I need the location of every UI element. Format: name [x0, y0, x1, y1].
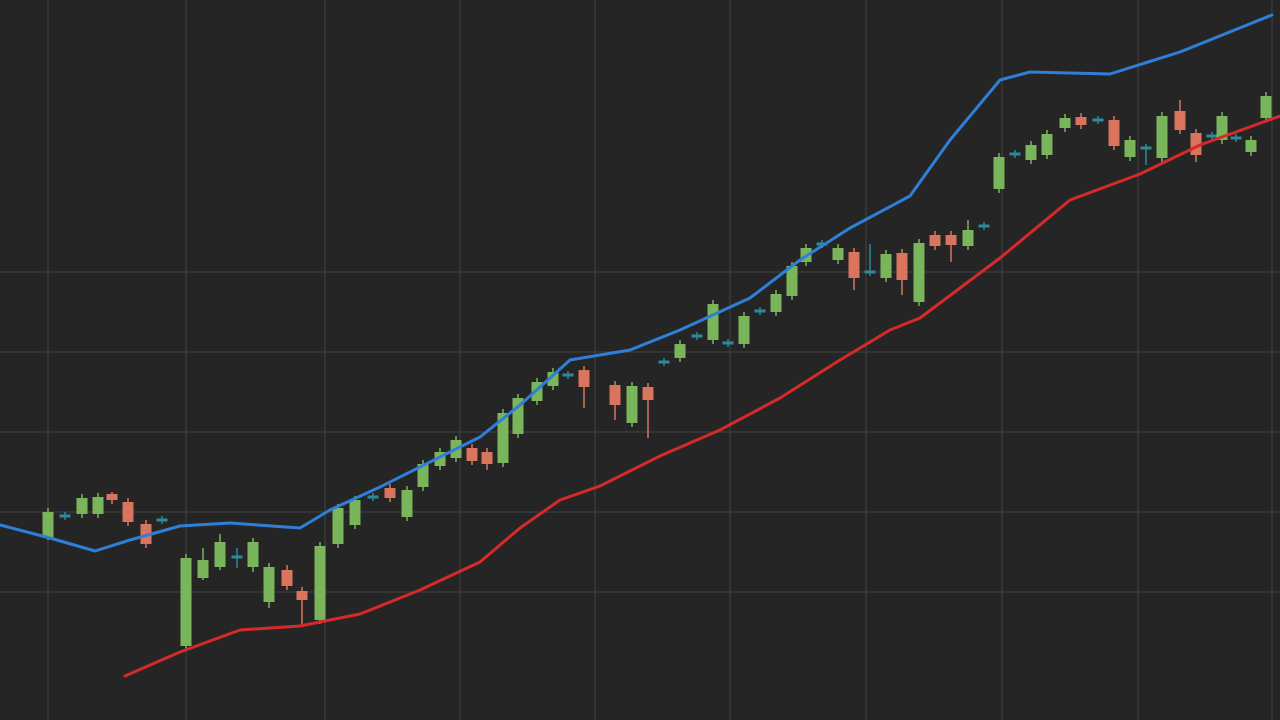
candle-body — [896, 253, 908, 280]
candle-body — [674, 344, 686, 358]
band-line — [123, 114, 1280, 678]
candle-body — [738, 316, 750, 344]
candle-body — [978, 224, 990, 228]
candle-body — [122, 502, 134, 522]
candle-body — [658, 360, 670, 364]
candle-body — [945, 235, 957, 245]
candle-body — [434, 452, 446, 466]
candle-body — [512, 398, 524, 434]
candle-body — [466, 448, 478, 461]
candle-body — [59, 514, 71, 518]
candle-body — [1025, 145, 1037, 160]
candle-body — [1245, 140, 1257, 152]
candle-body — [1174, 111, 1186, 130]
candle-body — [547, 372, 559, 386]
candle-body — [562, 373, 574, 377]
candle-body — [993, 157, 1005, 189]
candle-body — [314, 546, 326, 620]
candle-body — [832, 248, 844, 260]
candle-body — [481, 452, 493, 464]
candle-body — [770, 294, 782, 312]
candle-body — [367, 495, 379, 499]
candle-body — [816, 242, 828, 246]
candle-body — [722, 341, 734, 345]
candle-body — [1009, 152, 1021, 156]
candle-body — [609, 385, 621, 405]
candle-body — [1041, 134, 1053, 155]
candle-body — [962, 230, 974, 246]
candle-body — [913, 243, 925, 302]
candle-body — [1092, 118, 1104, 122]
candle-body — [1075, 117, 1087, 125]
candle-body — [1206, 134, 1218, 138]
candle-body — [106, 494, 118, 500]
candle-body — [1108, 120, 1120, 146]
candle-body — [263, 567, 275, 602]
candle-body — [214, 542, 226, 567]
band-line — [0, 13, 1274, 553]
candle-body — [1140, 146, 1152, 150]
candle-body — [197, 560, 209, 578]
candle-body — [1156, 116, 1168, 158]
candle-body — [231, 555, 243, 559]
candle-body — [626, 386, 638, 423]
candle-body — [1216, 116, 1228, 140]
candle-body — [1190, 133, 1202, 155]
candle-body — [1230, 136, 1242, 140]
candle-body — [76, 498, 88, 514]
candle-body — [642, 387, 654, 400]
candle-body — [332, 508, 344, 544]
candle-body — [349, 500, 361, 525]
candle-body — [707, 304, 719, 340]
candle-body — [247, 542, 259, 567]
candle-body — [281, 570, 293, 586]
candle-body — [1260, 96, 1272, 118]
candle-body — [296, 591, 308, 600]
candle-body — [880, 254, 892, 278]
candle-body — [417, 464, 429, 487]
candle-body — [848, 252, 860, 278]
candle-body — [786, 266, 798, 296]
candle-body — [156, 518, 168, 522]
candle-body — [864, 270, 876, 274]
candle-body — [497, 413, 509, 463]
candle-body — [42, 512, 54, 538]
candle-body — [754, 309, 766, 313]
candle-body — [1059, 118, 1071, 128]
candle-body — [401, 490, 413, 517]
candle-body — [929, 235, 941, 246]
candle-body — [92, 497, 104, 514]
candle-body — [180, 558, 192, 646]
candle-body — [1124, 140, 1136, 157]
candle-body — [384, 488, 396, 498]
candle-body — [691, 334, 703, 338]
candle-body — [578, 370, 590, 387]
